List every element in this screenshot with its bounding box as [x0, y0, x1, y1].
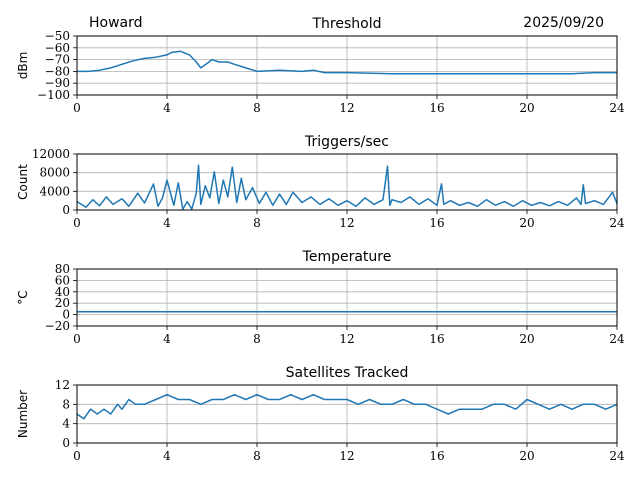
y-tick-label: 60: [55, 273, 70, 287]
y-tick-label: 12000: [32, 147, 70, 161]
x-tick-label: 16: [429, 332, 444, 346]
y-tick-label: −20: [45, 319, 70, 333]
x-tick-label: 0: [73, 332, 81, 346]
x-tick-label: 12: [339, 449, 354, 463]
x-tick-label: 4: [163, 449, 171, 463]
x-tick-label: 4: [163, 101, 171, 115]
chart-title-triggers: Triggers/sec: [304, 134, 389, 150]
x-tick-label: 8: [253, 449, 261, 463]
y-tick-label: 0: [62, 436, 70, 450]
x-tick-label: 0: [73, 101, 81, 115]
station-name: Howard: [89, 15, 143, 31]
y-tick-label: −50: [45, 29, 70, 43]
y-tick-label: −100: [37, 88, 70, 102]
x-tick-label: 8: [253, 216, 261, 230]
x-tick-label: 16: [429, 449, 444, 463]
y-tick-label: 8000: [39, 166, 70, 180]
x-tick-label: 16: [429, 216, 444, 230]
y-tick-label: 0: [62, 203, 70, 217]
y-axis-label-triggers: Count: [16, 164, 30, 200]
y-axis-label-temperature: °C: [16, 290, 30, 304]
chart-threshold: 0 4 8 12 16 20 24 −100−90−80−70−60−50 Threshold d…: [16, 16, 625, 115]
y-axis-label-satellites: Number: [16, 390, 30, 438]
y-tick-label: 4: [62, 417, 70, 431]
x-tick-label: 4: [163, 216, 171, 230]
x-tick-label: 12: [339, 101, 354, 115]
y-tick-label: 8: [62, 397, 70, 411]
chart-satellites: 0 4 8 12 16 20 24 0 4 8 12 Satellites Tracked Number: [16, 365, 625, 463]
x-tick-label: 16: [429, 101, 444, 115]
y-tick-label: −90: [45, 76, 70, 90]
series-line-satellites: [76, 393, 618, 420]
y-tick-label: 20: [55, 296, 70, 310]
chart-panels: 0 4 8 12 16 20 24 −100−90−80−70−60−50 Threshold d…: [16, 16, 625, 463]
chart-title-temperature: Temperature: [302, 249, 392, 265]
x-tick-label: 24: [609, 332, 625, 346]
chart-title-satellites: Satellites Tracked: [286, 365, 409, 381]
y-tick-label: 80: [55, 262, 70, 276]
x-tick-label: 20: [519, 449, 534, 463]
y-axis-label-threshold: dBm: [16, 52, 30, 80]
report-date: 2025/09/20: [523, 15, 604, 31]
y-tick-label: 4000: [39, 184, 70, 198]
x-tick-label: 24: [609, 216, 625, 230]
y-tick-label: −80: [45, 64, 70, 78]
series-line-triggers: [76, 164, 618, 210]
y-tick-label: 12: [55, 378, 70, 392]
x-tick-label: 24: [609, 101, 625, 115]
y-tick-label: −60: [45, 41, 70, 55]
x-tick-label: 20: [519, 216, 534, 230]
x-tick-label: 0: [73, 216, 81, 230]
x-tick-label: 20: [519, 332, 534, 346]
series-line-threshold: [77, 50, 617, 75]
x-tick-label: 12: [339, 332, 354, 346]
x-tick-label: 0: [73, 449, 81, 463]
chart-title-threshold: Threshold: [312, 16, 382, 32]
x-tick-label: 4: [163, 332, 171, 346]
y-tick-label: −70: [45, 53, 70, 67]
x-tick-label: 24: [609, 449, 625, 463]
x-tick-label: 8: [253, 101, 261, 115]
chart-triggers: 0 4 8 12 16 20 24 0 4000 8000 12000 Triggers/sec Cou…: [16, 134, 625, 230]
y-tick-label: 0: [62, 308, 70, 322]
x-tick-label: 12: [339, 216, 354, 230]
x-tick-label: 8: [253, 332, 261, 346]
x-tick-label: 20: [519, 101, 534, 115]
y-tick-label: 40: [55, 285, 70, 299]
